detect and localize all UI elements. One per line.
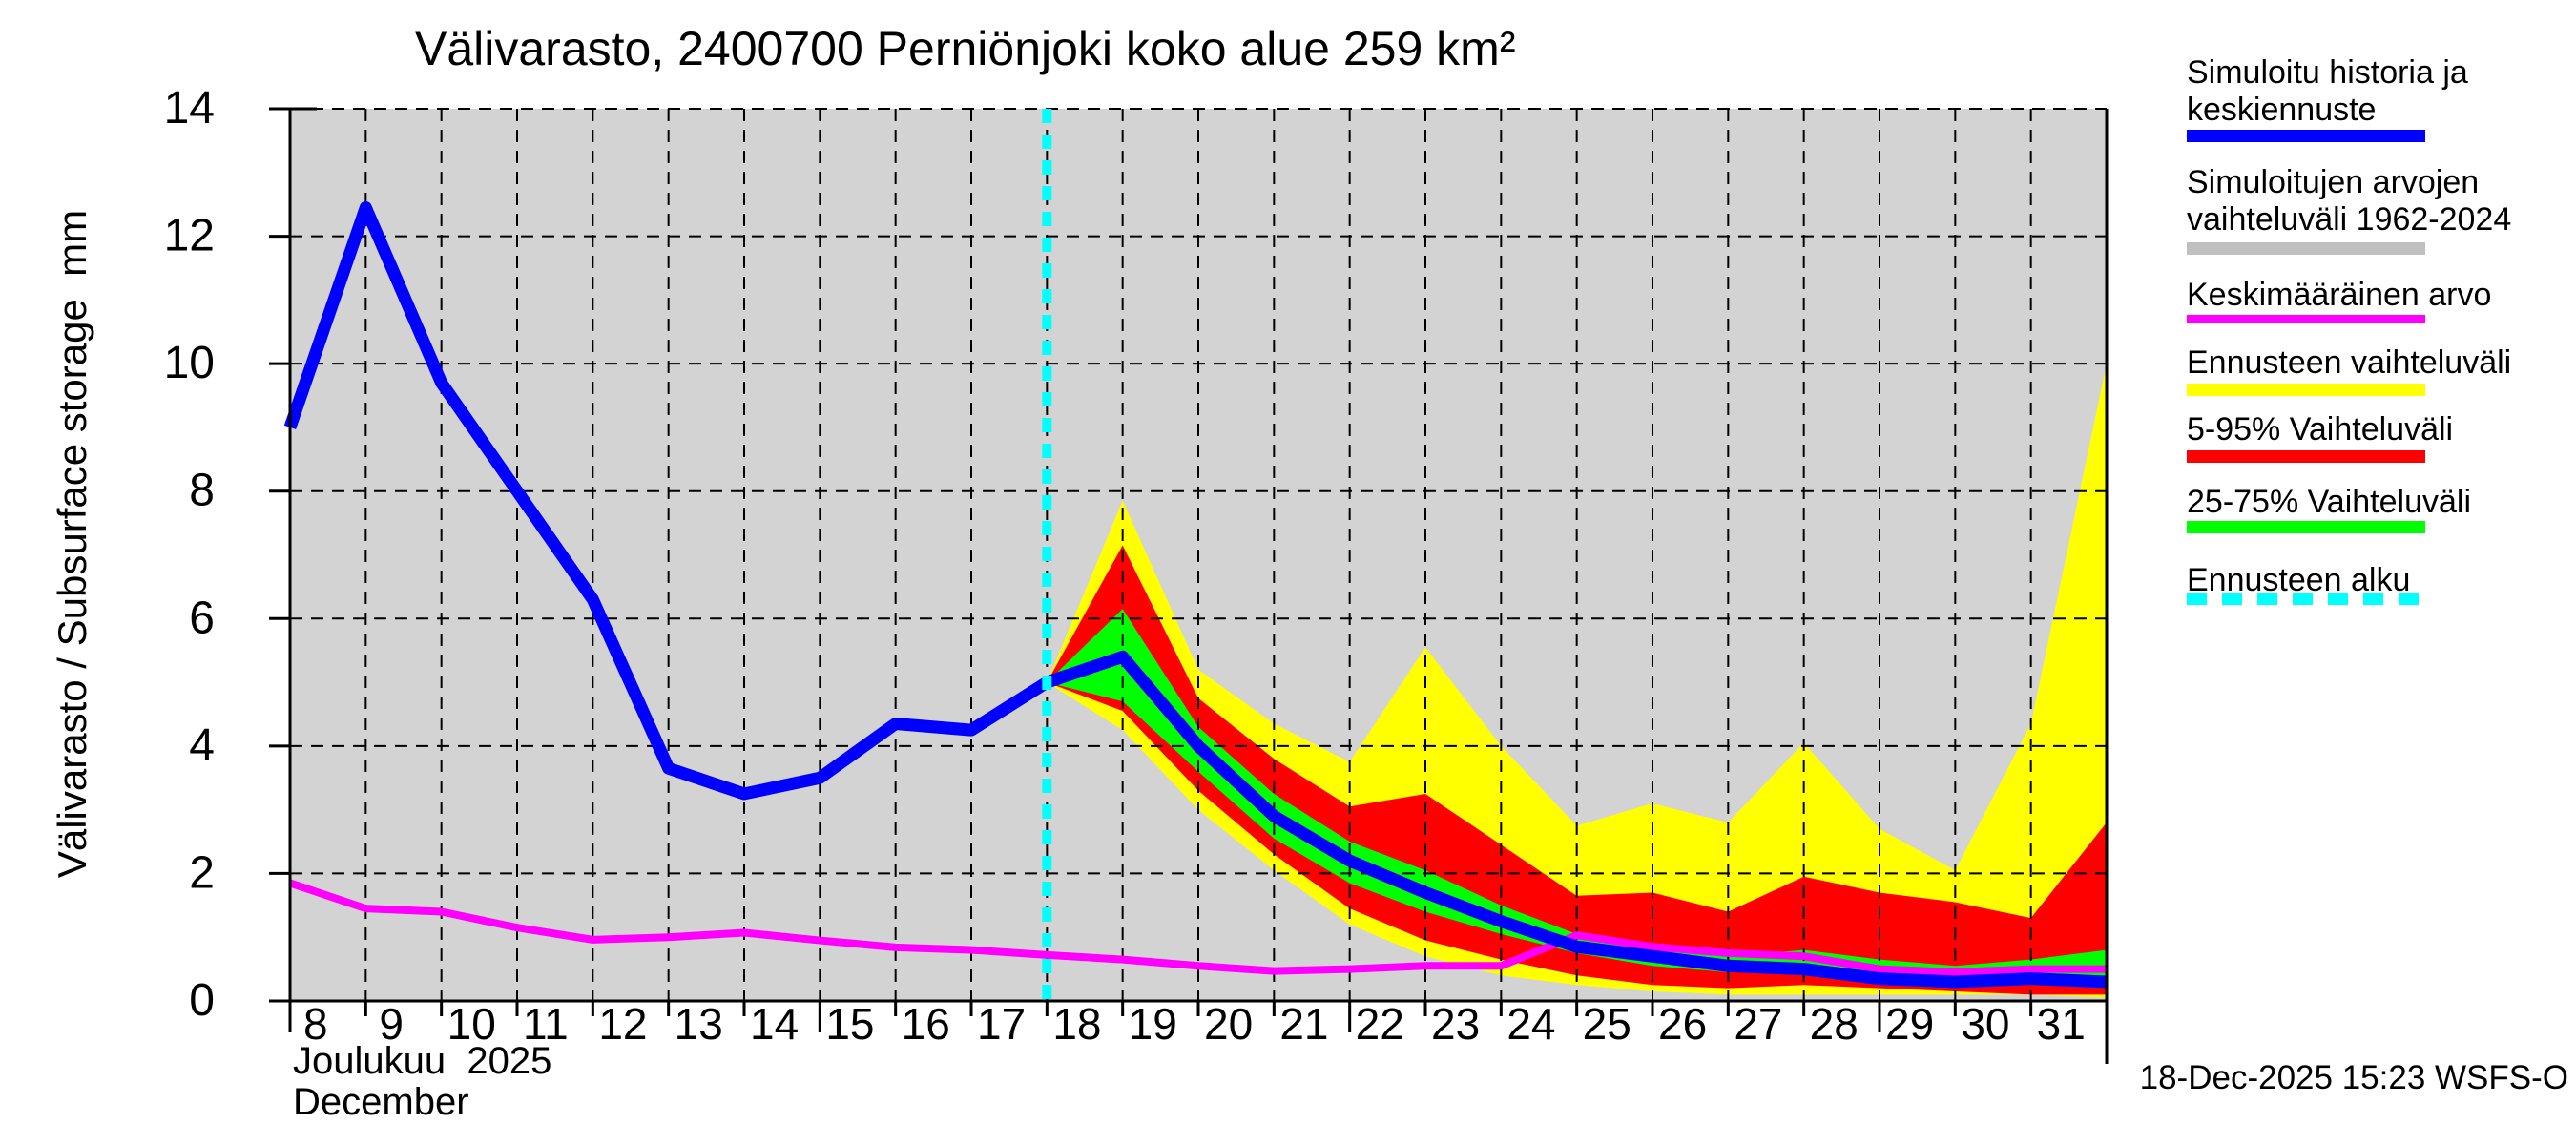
legend-label: Keskimääräinen arvo: [2187, 277, 2492, 313]
x-tick-label: 11: [523, 999, 569, 1049]
x-tick-label: 25: [1583, 999, 1631, 1049]
x-tick-label: 20: [1204, 999, 1253, 1049]
x-tick-label: 21: [1279, 999, 1328, 1049]
y-tick-label: 2: [189, 847, 215, 898]
x-tick-label: 16: [902, 999, 950, 1049]
chart-title: Välivarasto, 2400700 Perniönjoki koko al…: [415, 22, 1516, 75]
x-tick-label: 29: [1885, 999, 1934, 1049]
x-tick-label: 27: [1734, 999, 1782, 1049]
y-tick-label: 14: [164, 83, 215, 134]
x-tick-label: 24: [1506, 999, 1555, 1049]
legend-key-swatch: [2187, 130, 2425, 142]
x-tick-label: 23: [1431, 999, 1480, 1049]
x-tick-label: 28: [1810, 999, 1859, 1049]
line-simulated-history: [283, 201, 1050, 801]
x-tick-label: 13: [675, 999, 723, 1049]
legend-key-swatch: [2187, 242, 2425, 255]
x-tick-label: 15: [825, 999, 874, 1049]
x-tick-label: 26: [1658, 999, 1707, 1049]
x-tick-label: 12: [598, 999, 647, 1049]
x-tick-label: 30: [1961, 999, 2009, 1049]
legend-key-swatch: [2187, 521, 2425, 533]
x-tick-label: 22: [1356, 999, 1404, 1049]
legend-key-line: [2187, 315, 2425, 323]
x-tick-label: 10: [447, 999, 496, 1049]
legend-label: Ennusteen alku: [2187, 562, 2411, 598]
legend-label: 5-95% Vaihteluväli: [2187, 411, 2454, 448]
x-axis-month-label-en: December: [293, 1081, 469, 1123]
x-tick-label: 19: [1129, 999, 1177, 1049]
x-tick-label: 9: [379, 999, 404, 1049]
legend-key-swatch: [2187, 450, 2425, 463]
x-tick-label: 14: [750, 999, 799, 1049]
line-forecast-median: [1045, 650, 2108, 989]
y-tick-label: 6: [189, 593, 215, 643]
legend-key-swatch: [2187, 384, 2425, 396]
x-tick-label: 17: [977, 999, 1026, 1049]
legend-key-dashed-line: [2187, 593, 2425, 605]
y-tick-label: 12: [164, 211, 215, 261]
y-axis-label: Välivarasto / Subsurface storage mm: [50, 209, 94, 879]
timestamp-watermark: 18-Dec-2025 15:23 WSFS-O: [2139, 1059, 2568, 1096]
band-range-5-95-red: [1047, 545, 2107, 995]
legend-label: 25-75% Vaihteluväli: [2187, 484, 2471, 520]
x-axis-month-label-fi: Joulukuu 2025: [293, 1040, 552, 1082]
y-tick-label: 0: [189, 975, 215, 1026]
y-tick-label: 10: [164, 338, 215, 388]
legend-label: Ennusteen vaihteluväli: [2187, 344, 2512, 381]
x-tick-label: 8: [303, 999, 328, 1049]
y-tick-label: 4: [189, 720, 215, 771]
x-tick-label: 31: [2037, 999, 2086, 1049]
legend-label: Simuloitujen arvojen vaihteluväli 1962-2…: [2187, 164, 2512, 238]
line-mean-value: [288, 879, 2107, 976]
y-tick-label: 8: [189, 466, 215, 516]
legend-label: Simuloitu historia ja keskiennuste: [2187, 54, 2468, 128]
x-tick-label: 18: [1052, 999, 1101, 1049]
